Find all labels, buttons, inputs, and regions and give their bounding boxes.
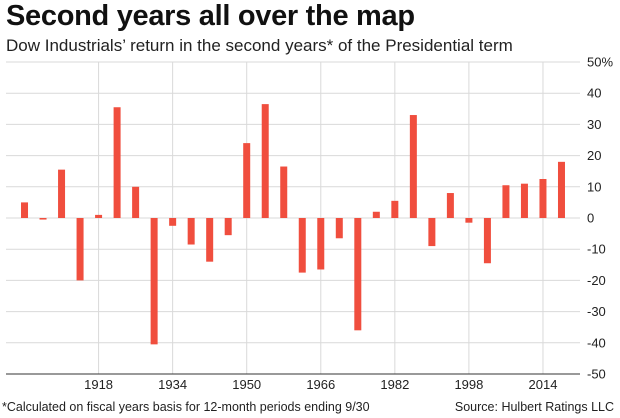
y-tick-label: -40 <box>587 335 606 350</box>
bar <box>354 218 362 331</box>
bar <box>483 218 491 264</box>
y-tick-label: -20 <box>587 273 606 288</box>
bar <box>206 218 214 262</box>
bar <box>298 218 306 273</box>
page-title: Second years all over the map <box>6 0 415 32</box>
bar <box>261 104 269 218</box>
x-tick-label: 1950 <box>232 377 261 392</box>
bar <box>409 115 417 218</box>
bar <box>520 183 528 218</box>
x-tick-label: 2014 <box>529 377 558 392</box>
grid-lines <box>6 61 580 375</box>
source-credit: Source: Hulbert Ratings LLC <box>454 400 614 414</box>
y-tick-label: 40 <box>587 86 601 101</box>
y-tick-label: 10 <box>587 179 601 194</box>
bar <box>446 193 454 218</box>
bar <box>150 218 158 345</box>
x-tick-label: 1998 <box>454 377 483 392</box>
y-tick-label: 0 <box>587 211 594 226</box>
chart-subtitle: Dow Industrials’ return in the second ye… <box>6 36 513 55</box>
bar <box>113 107 121 218</box>
bar <box>187 218 195 245</box>
bar <box>391 200 399 218</box>
bar <box>132 186 140 218</box>
y-tick-label: -30 <box>587 304 606 319</box>
bar <box>169 218 177 226</box>
y-tick-label: -10 <box>587 242 606 257</box>
bar <box>465 218 473 223</box>
footnote: *Calculated on fiscal years basis for 12… <box>2 400 370 414</box>
y-tick-label: 50% <box>587 55 613 70</box>
x-tick-label: 1966 <box>306 377 335 392</box>
y-tick-label: 30 <box>587 117 601 132</box>
y-tick-label: 20 <box>587 148 601 163</box>
bar <box>95 214 103 218</box>
bar <box>372 211 380 218</box>
bar <box>58 169 66 218</box>
x-axis-ticks: 1918 1934 1950 1966 1982 1998 2014 <box>84 377 557 392</box>
bar <box>21 202 29 218</box>
bar <box>224 218 232 236</box>
bar <box>335 218 343 239</box>
bar <box>502 185 510 218</box>
bar <box>76 218 84 281</box>
bar <box>243 143 251 218</box>
y-tick-label: -50 <box>587 367 606 382</box>
y-axis-ticks: -50 -40 -30 -20 -10 0 10 20 30 40 50% <box>587 55 613 382</box>
x-tick-label: 1934 <box>158 377 187 392</box>
bar <box>280 166 288 218</box>
bar <box>557 161 565 218</box>
bar-series <box>21 104 565 345</box>
bar <box>428 218 436 247</box>
x-tick-label: 1918 <box>84 377 113 392</box>
bar <box>317 218 325 270</box>
bar <box>39 218 47 220</box>
x-tick-label: 1982 <box>380 377 409 392</box>
bar <box>539 179 547 218</box>
